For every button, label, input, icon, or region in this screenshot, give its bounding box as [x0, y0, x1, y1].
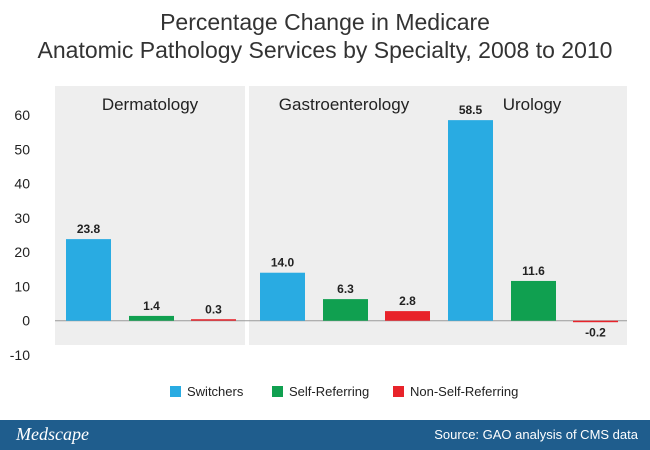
value-label-gastroenterology-non-self-referring: 2.8 [399, 294, 416, 308]
value-label-dermatology-switchers: 23.8 [77, 222, 101, 236]
legend-item-non-self-referring: Non-Self-Referring [393, 384, 518, 399]
value-label-urology-non-self-referring: -0.2 [585, 326, 606, 340]
legend-item-self-referring: Self-Referring [272, 384, 369, 399]
footer-bar: Medscape Source: GAO analysis of CMS dat… [0, 420, 650, 450]
value-label-dermatology-self-referring: 1.4 [143, 299, 160, 313]
legend-label-self-referring: Self-Referring [289, 384, 370, 399]
source-note: Source: GAO analysis of CMS data [434, 427, 638, 442]
legend-swatch-switchers [170, 386, 181, 397]
bar-dermatology-self-referring [129, 315, 174, 321]
y-tick-label: 30 [14, 210, 30, 226]
value-label-dermatology-non-self-referring: 0.3 [205, 303, 222, 317]
y-tick-label: 50 [14, 141, 30, 157]
value-label-gastroenterology-self-referring: 6.3 [337, 282, 354, 296]
legend-swatch-self-referring [272, 386, 283, 397]
legend: Switchers Self-Referring Non-Self-Referr… [0, 384, 650, 402]
y-tick-label: 20 [14, 244, 30, 260]
bar-dermatology-switchers [66, 239, 111, 321]
value-label-gastroenterology-switchers: 14.0 [271, 256, 295, 270]
y-tick-label: 0 [22, 313, 30, 329]
group-label-urology: Urology [503, 95, 562, 114]
legend-swatch-non-self-referring [393, 386, 404, 397]
legend-label-non-self-referring: Non-Self-Referring [410, 384, 519, 399]
legend-item-switchers: Switchers [170, 384, 243, 399]
bar-gastroenterology-switchers [260, 272, 305, 321]
bar-urology-non-self-referring [573, 320, 618, 323]
value-label-urology-switchers: 58.5 [459, 103, 483, 117]
legend-label-switchers: Switchers [187, 384, 244, 399]
bar-gastroenterology-non-self-referring [385, 311, 430, 321]
chart-title-line-1: Percentage Change in Medicare [160, 9, 490, 35]
group-label-dermatology: Dermatology [102, 95, 199, 114]
chart-title-line-2: Anatomic Pathology Services by Specialty… [37, 37, 613, 63]
medscape-logo: Medscape [16, 424, 89, 444]
group-label-gastroenterology: Gastroenterology [279, 95, 410, 114]
bar-chart: Dermatology Gastroenterology Urology -10 0 10… [10, 86, 627, 363]
bar-dermatology-non-self-referring [191, 319, 236, 321]
bar-urology-self-referring [511, 280, 556, 321]
y-tick-label: -10 [10, 347, 30, 363]
y-tick-label: 10 [14, 278, 30, 294]
value-label-urology-self-referring: 11.6 [522, 264, 545, 278]
y-tick-label: 60 [14, 107, 30, 123]
bar-gastroenterology-self-referring [323, 299, 368, 321]
y-tick-label: 40 [14, 176, 30, 192]
bar-urology-switchers [448, 120, 493, 321]
